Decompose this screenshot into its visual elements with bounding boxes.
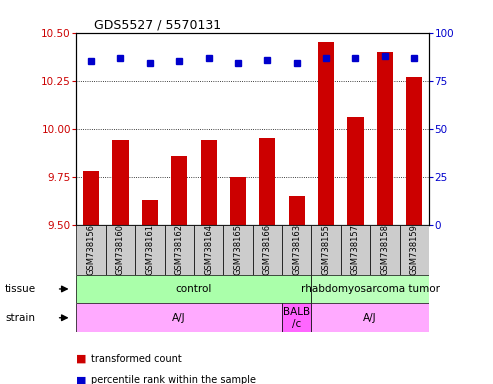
Bar bbox=[377, 52, 393, 225]
Bar bbox=[252, 225, 282, 275]
Text: strain: strain bbox=[5, 313, 35, 323]
Bar bbox=[171, 156, 187, 225]
Bar bbox=[341, 225, 370, 275]
Text: GSM738164: GSM738164 bbox=[204, 224, 213, 275]
Text: A/J: A/J bbox=[363, 313, 377, 323]
Text: GSM738161: GSM738161 bbox=[145, 224, 154, 275]
Bar bbox=[135, 225, 165, 275]
Text: GSM738157: GSM738157 bbox=[351, 224, 360, 275]
Bar bbox=[223, 225, 253, 275]
Bar bbox=[142, 200, 158, 225]
Bar bbox=[230, 177, 246, 225]
Text: transformed count: transformed count bbox=[91, 354, 182, 364]
Bar bbox=[194, 225, 223, 275]
Text: GSM738165: GSM738165 bbox=[234, 224, 243, 275]
Bar bbox=[288, 196, 305, 225]
Text: GSM738156: GSM738156 bbox=[87, 224, 96, 275]
Bar bbox=[112, 140, 129, 225]
Bar bbox=[201, 140, 217, 225]
Text: GSM738158: GSM738158 bbox=[380, 224, 389, 275]
Text: GDS5527 / 5570131: GDS5527 / 5570131 bbox=[94, 18, 221, 31]
Bar bbox=[370, 225, 399, 275]
Bar bbox=[259, 138, 276, 225]
Text: A/J: A/J bbox=[173, 313, 186, 323]
Bar bbox=[348, 117, 363, 225]
Text: BALB
/c: BALB /c bbox=[283, 307, 310, 329]
Text: GSM738162: GSM738162 bbox=[175, 224, 184, 275]
Bar bbox=[76, 275, 312, 303]
Bar bbox=[312, 303, 429, 332]
Bar bbox=[83, 171, 99, 225]
Text: GSM738160: GSM738160 bbox=[116, 224, 125, 275]
Bar bbox=[106, 225, 135, 275]
Bar bbox=[76, 303, 282, 332]
Bar bbox=[76, 225, 106, 275]
Text: ■: ■ bbox=[76, 354, 87, 364]
Bar bbox=[282, 225, 312, 275]
Bar bbox=[312, 225, 341, 275]
Text: control: control bbox=[176, 284, 212, 294]
Text: ■: ■ bbox=[76, 375, 87, 384]
Text: tissue: tissue bbox=[5, 284, 36, 294]
Bar bbox=[165, 225, 194, 275]
Bar bbox=[282, 303, 312, 332]
Text: GSM738166: GSM738166 bbox=[263, 224, 272, 275]
Text: rhabdomyosarcoma tumor: rhabdomyosarcoma tumor bbox=[301, 284, 440, 294]
Bar bbox=[406, 77, 423, 225]
Text: GSM738159: GSM738159 bbox=[410, 224, 419, 275]
Bar bbox=[318, 42, 334, 225]
Bar bbox=[399, 225, 429, 275]
Text: GSM738155: GSM738155 bbox=[321, 224, 331, 275]
Text: percentile rank within the sample: percentile rank within the sample bbox=[91, 375, 256, 384]
Bar bbox=[312, 275, 429, 303]
Text: GSM738163: GSM738163 bbox=[292, 224, 301, 275]
